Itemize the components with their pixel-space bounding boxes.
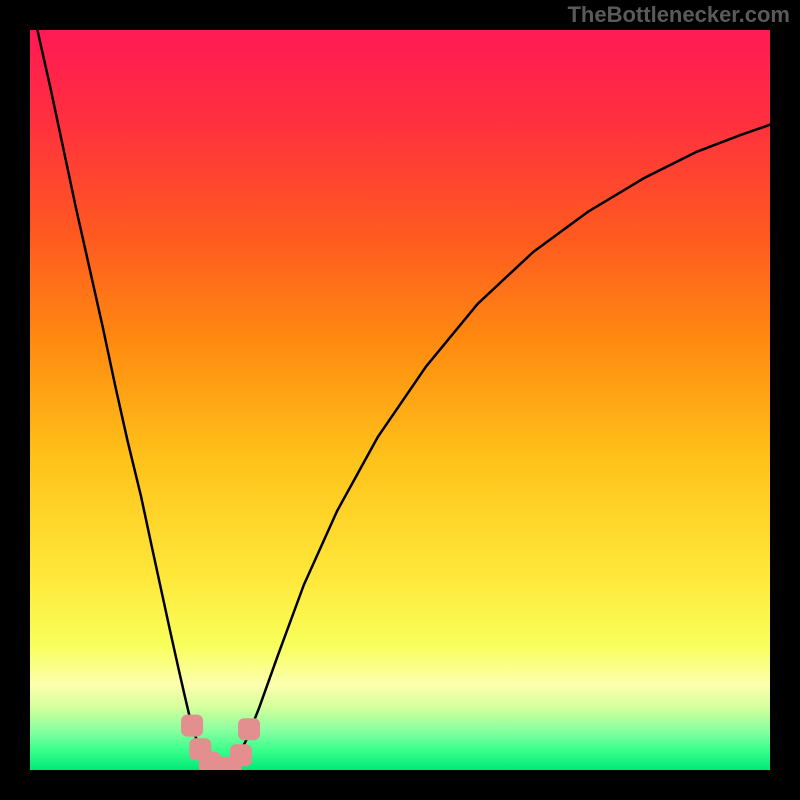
chart-container: TheBottlenecker.com <box>0 0 800 800</box>
plot-area <box>30 30 770 770</box>
watermark-text: TheBottlenecker.com <box>567 2 790 28</box>
marker-5 <box>230 744 252 766</box>
gradient-background <box>30 30 770 770</box>
marker-6 <box>238 718 260 740</box>
marker-0 <box>181 715 203 737</box>
